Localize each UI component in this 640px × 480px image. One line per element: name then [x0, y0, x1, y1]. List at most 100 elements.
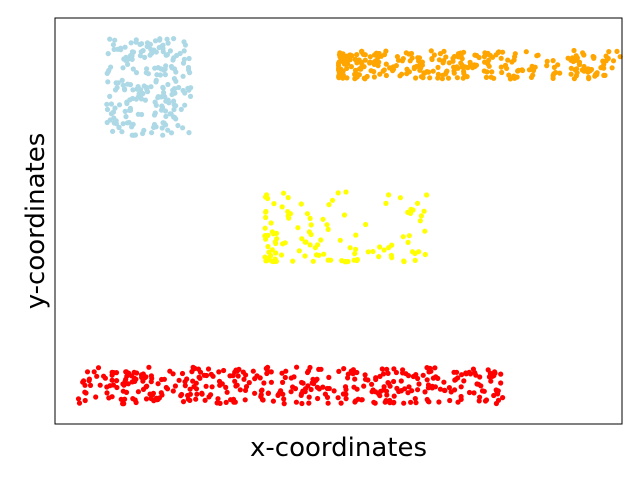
scatter-point — [315, 395, 321, 402]
scatter-point — [171, 86, 178, 92]
scatter-point — [306, 229, 312, 235]
scatter-point — [122, 108, 128, 114]
scatter-point — [393, 369, 399, 376]
scatter-point — [460, 75, 466, 81]
scatter-point — [152, 65, 158, 71]
scatter-point — [161, 376, 167, 382]
scatter-point — [416, 381, 422, 387]
scatter-point — [187, 93, 194, 99]
scatter-point — [83, 390, 89, 396]
scatter-point — [365, 249, 371, 255]
scatter-point — [148, 84, 154, 90]
scatter-point — [101, 373, 107, 379]
scatter-point — [293, 399, 299, 405]
scatter-point — [331, 388, 337, 394]
scatter-point — [82, 382, 88, 388]
scatter-point — [581, 63, 587, 70]
scatter-point — [376, 254, 382, 260]
scatter-point — [114, 85, 120, 91]
scatter-point — [572, 67, 578, 73]
scatter-point — [159, 125, 165, 131]
scatter-point — [399, 71, 405, 77]
scatter-point — [412, 257, 418, 263]
scatter-point — [153, 102, 159, 108]
scatter-point — [257, 375, 263, 381]
scatter-point — [273, 250, 279, 256]
scatter-point — [380, 371, 387, 377]
scatter-point — [440, 72, 446, 78]
scatter-point — [215, 396, 221, 402]
scatter-point — [155, 94, 161, 100]
scatter-point — [114, 378, 120, 384]
scatter-point — [116, 102, 123, 108]
scatter-point — [298, 392, 304, 398]
scatter-point — [163, 113, 169, 119]
scatter-point — [446, 385, 452, 391]
scatter-point — [495, 397, 502, 403]
scatter-point — [135, 111, 141, 117]
scatter-point — [270, 398, 276, 404]
scatter-point — [394, 54, 400, 60]
scatter-point — [451, 70, 457, 76]
scatter-point — [142, 97, 148, 103]
scatter-point — [411, 65, 417, 72]
scatter-point — [426, 369, 432, 375]
scatter-point — [164, 386, 171, 392]
scatter-point — [105, 51, 111, 57]
scatter-point — [280, 379, 286, 385]
scatter-point — [316, 252, 322, 258]
scatter-point — [224, 389, 230, 395]
scatter-point — [126, 119, 132, 126]
scatter-point — [283, 368, 289, 374]
scatter-point — [337, 237, 343, 243]
scatter-point — [178, 106, 184, 112]
scatter-point — [170, 388, 176, 394]
scatter-point — [304, 211, 310, 217]
scatter-point — [409, 388, 415, 394]
scatter-point — [511, 54, 518, 60]
scatter-point — [454, 75, 460, 81]
scatter-point — [362, 52, 368, 58]
scatter-point — [151, 47, 157, 53]
scatter-point — [137, 53, 143, 59]
scatter-point — [269, 247, 275, 253]
scatter-point — [429, 383, 435, 389]
scatter-point — [110, 42, 116, 48]
scatter-point — [206, 394, 212, 400]
scatter-point — [551, 71, 557, 77]
scatter-point — [484, 69, 490, 75]
scatter-point — [581, 52, 587, 58]
scatter-point — [458, 384, 464, 390]
scatter-point — [243, 384, 250, 390]
scatter-point — [157, 37, 163, 43]
scatter-point — [430, 68, 436, 74]
scatter-point — [586, 74, 592, 80]
scatter-point — [391, 378, 397, 385]
scatter-point — [304, 369, 311, 376]
scatter-point — [278, 388, 284, 394]
scatter-point — [120, 388, 126, 394]
scatter-point — [478, 383, 484, 389]
scatter-point — [507, 76, 513, 82]
scatter-point — [477, 374, 483, 380]
x-axis-label: x-coordinates — [250, 433, 427, 463]
scatter-point — [128, 40, 134, 46]
scatter-point — [182, 379, 188, 385]
scatter-point — [123, 369, 129, 375]
scatter-point — [381, 247, 387, 253]
scatter-point — [258, 392, 264, 398]
scatter-point — [321, 251, 327, 257]
scatter-point — [270, 258, 276, 265]
scatter-point — [258, 388, 264, 394]
scatter-point — [282, 374, 288, 381]
scatter-point — [391, 393, 397, 399]
scatter-point — [324, 222, 330, 228]
scatter-point — [421, 208, 427, 214]
scatter-point — [274, 236, 280, 242]
scatter-point — [299, 400, 305, 407]
scatter-point — [130, 66, 136, 72]
scatter-point — [498, 380, 504, 386]
scatter-point — [151, 112, 158, 118]
scatter-point — [568, 71, 574, 77]
scatter-point — [482, 398, 489, 404]
